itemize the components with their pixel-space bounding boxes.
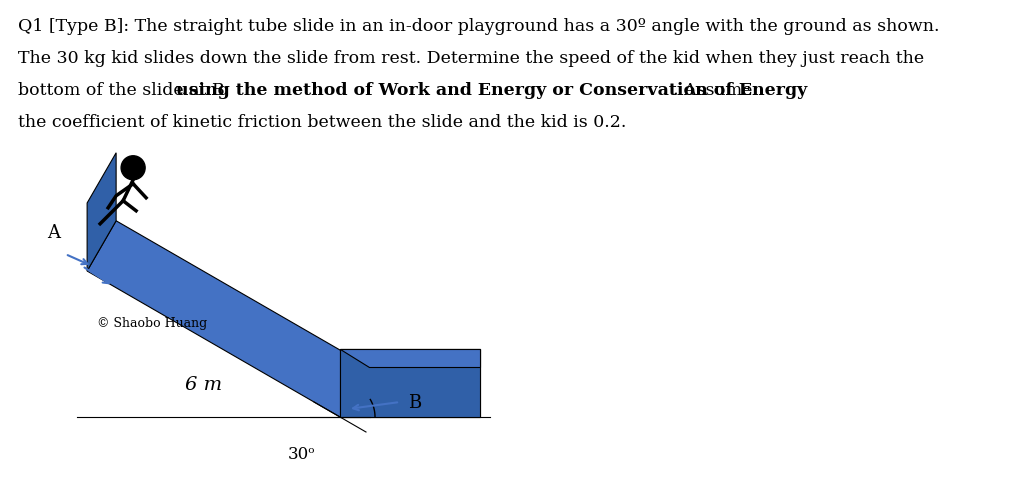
- Text: Q1 [Type B]: The straight tube slide in an in-door playground has a 30º angle wi: Q1 [Type B]: The straight tube slide in …: [18, 18, 940, 35]
- Polygon shape: [340, 349, 480, 417]
- Text: 30ᵒ: 30ᵒ: [288, 445, 316, 462]
- Text: bottom of the slide at B: bottom of the slide at B: [18, 82, 231, 99]
- Polygon shape: [340, 349, 480, 417]
- Text: The 30 kg kid slides down the slide from rest. Determine the speed of the kid wh: The 30 kg kid slides down the slide from…: [18, 50, 925, 67]
- Polygon shape: [340, 349, 480, 367]
- Text: A: A: [47, 224, 60, 242]
- Text: B: B: [408, 393, 421, 411]
- Text: . Assume: . Assume: [673, 82, 752, 99]
- Circle shape: [121, 156, 146, 181]
- Text: 6 m: 6 m: [184, 375, 222, 393]
- Polygon shape: [87, 153, 116, 272]
- Text: © Shaobo Huang: © Shaobo Huang: [97, 317, 207, 329]
- Text: the coefficient of kinetic friction between the slide and the kid is 0.2.: the coefficient of kinetic friction betw…: [18, 114, 626, 131]
- Polygon shape: [87, 221, 369, 417]
- Text: using the method of Work and Energy or Conservation of Energy: using the method of Work and Energy or C…: [176, 82, 808, 99]
